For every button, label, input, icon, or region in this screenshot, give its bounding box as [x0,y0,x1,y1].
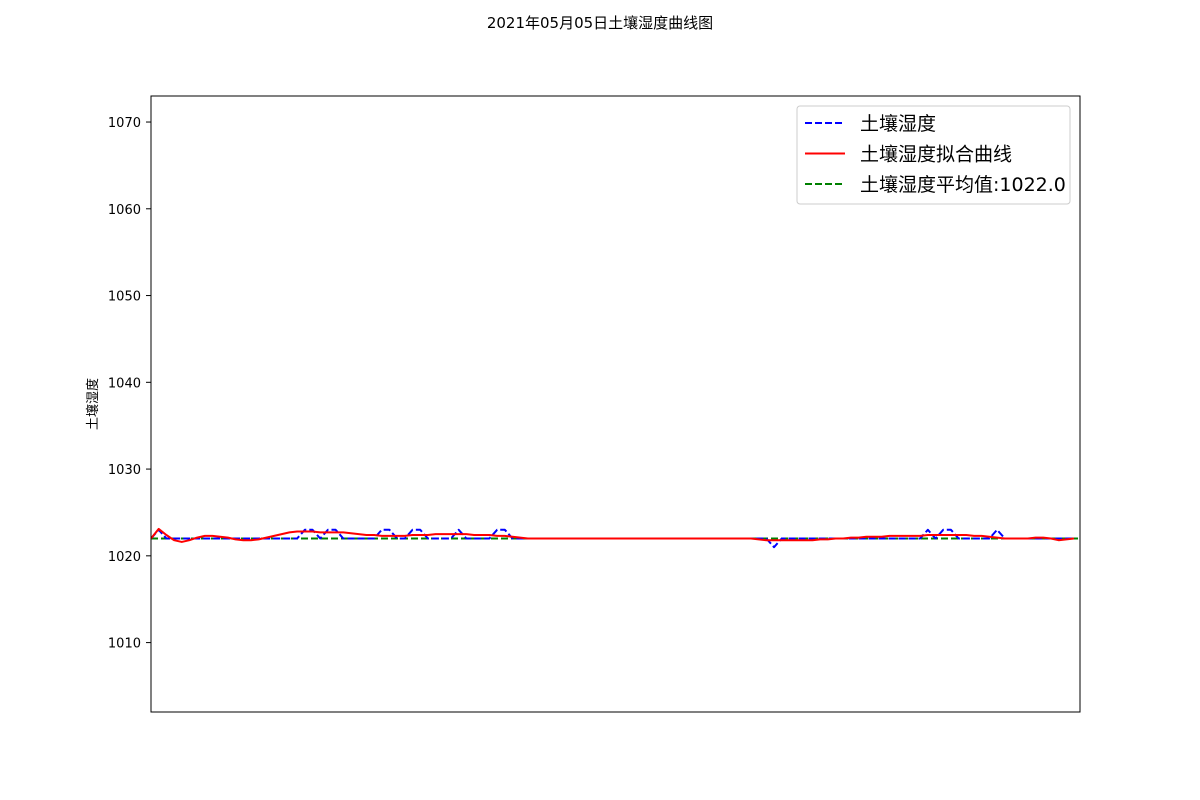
y-tick-label: 1070 [108,116,141,131]
plot-layer [151,527,1080,549]
y-axis-ticks: 1010 1020 1030 1040 1050 1060 1070 [108,116,151,652]
plot-frame [150,95,1081,713]
y-tick-label: 1030 [108,463,141,478]
y-tick-label: 1020 [108,550,141,565]
series-line-1 [151,527,1075,543]
y-tick-label: 1060 [108,203,141,218]
y-tick-label: 1040 [108,376,141,391]
y-tick-label: 1050 [108,290,141,305]
y-axis-label: 土壤湿度 [85,378,101,430]
legend-label-1: 土壤湿度拟合曲线 [860,144,1012,166]
chart-title: 2021年05月05日土壤湿度曲线图 [487,14,713,32]
y-tick-label: 1010 [108,637,141,652]
legend-box [796,105,1071,205]
legend-label-0: 土壤湿度 [860,113,936,135]
legend-label-2: 土壤湿度平均值:1022.0 [860,174,1066,196]
